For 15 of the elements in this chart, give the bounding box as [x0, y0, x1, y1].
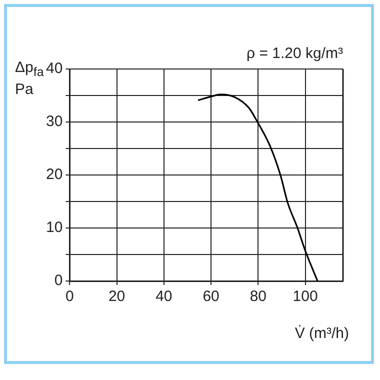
line-series [197, 94, 318, 281]
x-axis-title: V̇ (m³/h) [294, 325, 349, 342]
x-tick-label: 40 [156, 288, 172, 306]
y-tick-label: 40 [46, 60, 63, 78]
y-tick-label: 20 [46, 166, 63, 184]
y-tick-label: 30 [46, 113, 63, 130]
text: ρ = 1.20 kg/m³ [246, 45, 343, 62]
y-tick-label: 10 [46, 219, 63, 236]
x-tick-label: 100 [292, 288, 318, 306]
y-axis-title: Δp$_{fa}$ Pa [15, 59, 44, 98]
x-tick-label: 80 [250, 288, 267, 306]
x-tick-label: 60 [202, 288, 220, 306]
x-tick-label: 20 [108, 288, 126, 306]
x-tick-label: 0 [66, 288, 74, 306]
y-tick-label: 0 [54, 272, 63, 290]
